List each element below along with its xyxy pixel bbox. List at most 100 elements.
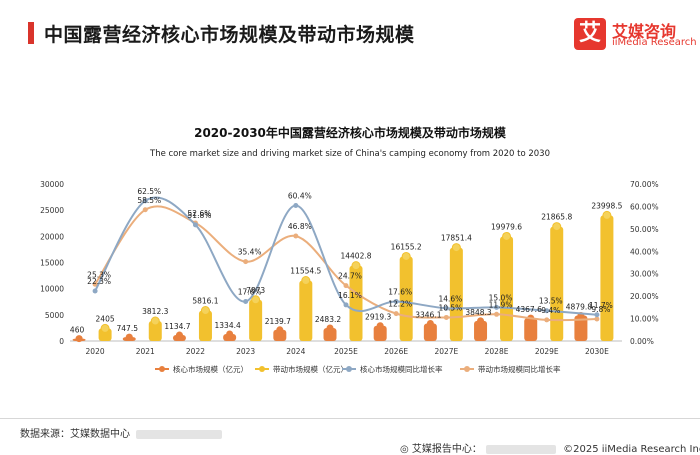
logo-text-en: iiMedia Research	[612, 37, 697, 48]
legend-label: 核心市场规模（亿元）	[173, 364, 248, 374]
core-growth-label: 11.7%	[589, 301, 613, 310]
driving-bar-label: 23998.5	[591, 201, 622, 210]
y-right-tick-label: 60.00%	[630, 202, 659, 211]
core-bar-label: 4879.8	[566, 302, 592, 311]
x-tick-label: 2022	[186, 347, 205, 356]
core-bar-label: 2483.2	[315, 315, 341, 324]
driving-bar-label: 14402.8	[340, 252, 371, 261]
core-growth-point	[92, 288, 98, 294]
core-bar-label: 2919.3	[365, 313, 391, 322]
title-accent-bar	[28, 22, 34, 44]
legend-swatch-marker	[464, 366, 470, 372]
core-bar-label: 1134.7	[164, 322, 190, 331]
driving-bar-label: 2405	[96, 314, 115, 323]
y-right-tick-label: 40.00%	[630, 247, 659, 256]
x-tick-label: 2027E	[434, 347, 458, 356]
core-growth-point	[393, 299, 399, 305]
driving-bar	[500, 236, 514, 341]
core-growth-point	[594, 312, 600, 318]
driving-bar	[550, 226, 564, 341]
driving-growth-point	[293, 233, 299, 239]
core-growth-label: 14.6%	[438, 294, 462, 303]
driving-growth-label: 24.7%	[338, 272, 362, 281]
core-growth-label: 16.1%	[338, 291, 362, 300]
legend: 核心市场规模（亿元） 带动市场规模（亿元） 核心市场规模同比增长率 带动市场规模同比增…	[155, 364, 561, 374]
y-left-tick-label: 15000	[40, 259, 64, 268]
core-bar	[273, 329, 287, 341]
core-bar	[323, 328, 337, 341]
chart-title: 2020-2030年中国露营经济核心市场规模及带动市场规模	[194, 125, 507, 140]
y-right-tick-label: 10.00%	[630, 315, 659, 324]
core-growth-label: 60.4%	[288, 192, 312, 201]
lines-layer	[92, 196, 600, 323]
core-bar-cap	[175, 331, 183, 339]
driving-bar-cap	[401, 251, 411, 261]
core-growth-point	[544, 308, 550, 314]
y-right-tick-label: 50.00%	[630, 225, 659, 234]
core-growth-label: 22.3%	[87, 277, 111, 286]
driving-growth-label: 9.8%	[591, 305, 610, 314]
footer-divider	[0, 418, 700, 419]
driving-growth-point	[494, 311, 500, 317]
legend-swatch-marker	[346, 366, 352, 372]
y-left-tick-label: 5000	[45, 311, 64, 320]
driving-bar-label: 3812.3	[142, 307, 168, 316]
core-bar-label: 1334.4	[215, 321, 241, 330]
x-tick-label: 2023	[236, 347, 255, 356]
x-tick-label: 2024	[286, 347, 305, 356]
core-growth-label: 62.5%	[137, 187, 161, 196]
driving-bar	[399, 256, 413, 341]
driving-bar-cap	[552, 222, 562, 232]
driving-bar-cap	[301, 276, 311, 286]
iimedia-logo: 艾 艾媒咨询 iiMedia Research	[574, 18, 697, 54]
core-growth-point	[443, 305, 449, 311]
driving-growth-point	[443, 314, 449, 320]
core-growth-point	[343, 302, 349, 308]
x-tick-label: 2020	[86, 347, 105, 356]
driving-bar-label: 21865.8	[541, 213, 572, 222]
y-left-tick-label: 10000	[40, 285, 64, 294]
driving-bar	[148, 321, 162, 341]
data-source: 数据来源：艾媒数据中心	[20, 425, 222, 440]
report-center-icon: ◎	[400, 444, 409, 455]
driving-bar-label: 5816.1	[192, 297, 218, 306]
footer-right: ◎ 艾媒报告中心： ©2025 iiMedia Research Inc	[400, 440, 700, 455]
driving-bar-label: 16155.2	[391, 242, 422, 251]
driving-growth-label: 46.8%	[288, 222, 312, 231]
driving-bar-cap	[502, 231, 512, 241]
report-center-label: 艾媒报告中心：	[411, 444, 482, 455]
core-growth-label: 17.6%	[388, 288, 412, 297]
y-left-tick-label: 20000	[40, 232, 64, 241]
core-growth-label: 15.0%	[489, 293, 513, 302]
core-bar-cap	[276, 326, 284, 334]
market-size-chart: 2020-2030年中国露营经济核心市场规模及带动市场规模 The core m…	[40, 125, 659, 374]
driving-bar-label: 11554.5	[290, 267, 321, 276]
driving-bar-cap	[200, 306, 210, 316]
driving-growth-point	[343, 283, 349, 289]
core-bar-cap	[125, 333, 133, 341]
y-left-tick-label: 0	[59, 337, 64, 346]
logo-mark-icon: 艾	[574, 18, 606, 50]
header: 中国露营经济核心市场规模及带动市场规模 艾 艾媒咨询 iiMedia Resea…	[0, 0, 700, 62]
chart-subtitle: The core market size and driving market …	[149, 149, 550, 159]
driving-bar-cap	[351, 261, 361, 271]
blurred-report-url	[485, 444, 556, 454]
core-bar-cap	[226, 330, 234, 338]
driving-bar-cap	[251, 295, 261, 305]
core-bar-label: 460	[70, 326, 85, 335]
x-tick-label: 2030E	[585, 347, 609, 356]
core-bar	[423, 323, 437, 341]
driving-bar-cap	[100, 323, 110, 333]
driving-growth-label: 9.4%	[541, 306, 560, 315]
core-bar-label: 747.5	[117, 324, 139, 333]
legend-label: 带动市场规模同比增长率	[478, 364, 561, 374]
core-bar	[474, 320, 488, 341]
core-growth-point	[192, 222, 198, 228]
x-tick-label: 2028E	[485, 347, 509, 356]
blurred-url	[136, 429, 222, 439]
driving-bar	[600, 215, 614, 341]
x-tick-label: 2021	[136, 347, 155, 356]
driving-growth-point	[142, 207, 148, 213]
driving-bar-cap	[602, 210, 612, 220]
core-bar-label: 2139.7	[265, 317, 291, 326]
